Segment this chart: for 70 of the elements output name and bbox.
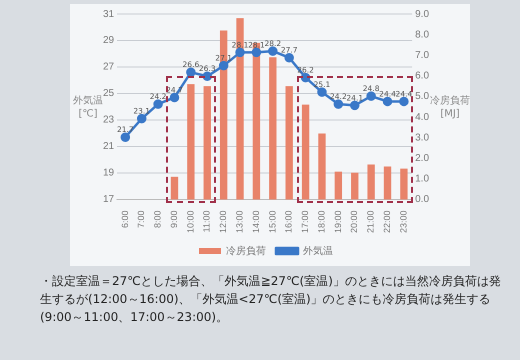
- point: [170, 92, 180, 102]
- legend-label: 冷房負荷: [226, 244, 266, 257]
- x-tick-label: 9:00: [168, 210, 179, 228]
- y-tick-label: 27: [103, 62, 115, 73]
- point: [317, 87, 327, 97]
- y-tick-label: 17: [103, 194, 115, 206]
- point: [218, 60, 228, 70]
- x-tick-label: 20:00: [349, 210, 360, 234]
- point: [284, 52, 294, 62]
- point: [268, 46, 278, 56]
- legend-label: 外気温: [303, 244, 333, 257]
- x-tick-label: 19:00: [332, 210, 343, 234]
- bar: [170, 176, 178, 200]
- bar: [384, 166, 392, 200]
- y-tick-label: 31: [103, 8, 115, 20]
- y2-tick-label: 8.0: [415, 29, 430, 40]
- x-tick-label: 7:00: [136, 210, 146, 228]
- x-tick-label: 14:00: [250, 210, 261, 234]
- x-tick-label: 11:00: [202, 210, 212, 232]
- y-tick-label: 19: [103, 168, 115, 179]
- bar: [367, 164, 375, 200]
- bar: [400, 168, 408, 200]
- point: [399, 96, 409, 106]
- point: [252, 48, 262, 58]
- x-tick-label: 22:00: [382, 210, 392, 234]
- y2-tick-label: 2.0: [415, 153, 430, 164]
- bar: [269, 57, 276, 200]
- y2-tick-label: 1.0: [415, 174, 430, 185]
- bar: [187, 84, 195, 200]
- bar: [334, 172, 342, 200]
- bar: [302, 104, 310, 200]
- bar: [286, 86, 293, 200]
- y2-tick-label: 4.0: [415, 112, 430, 123]
- x-tick-label: 23:00: [398, 210, 408, 234]
- x-tick-label: 18:00: [316, 210, 326, 234]
- point: [235, 48, 245, 58]
- y-tick-label: 23: [103, 114, 115, 126]
- x-tick-label: 10:00: [185, 210, 196, 234]
- y-tick-label: 25: [103, 88, 115, 100]
- bar: [204, 86, 211, 200]
- x-tick-label: 15:00: [267, 210, 278, 234]
- text: ・設定室温＝27℃とした場合、「外気温≧27℃(室温)」のときには当然冷房負荷は発生するが(12:00～16:00)、「外気温<27℃(室温)」のときにも冷房負荷は発生する(9:00～11:00、17:00～23:00)。: [40, 273, 502, 326]
- point: [382, 96, 392, 106]
- x-tick-label: 8:00: [152, 210, 163, 228]
- x-tick-label: 16:00: [284, 210, 294, 234]
- x-tick-label: 21:00: [366, 210, 376, 234]
- y2-tick-label: 6.0: [415, 70, 430, 82]
- point: [202, 72, 212, 82]
- x-tick-label: 6:00: [120, 210, 130, 228]
- x-tick-label: 17:00: [300, 210, 310, 234]
- x-tick-label: 12:00: [218, 210, 228, 234]
- point: [350, 100, 360, 110]
- point: [186, 68, 196, 78]
- point: [153, 99, 163, 109]
- y2-tick-label: 7.0: [415, 50, 430, 61]
- bar: [318, 134, 326, 200]
- x-tick-label: 13:00: [234, 210, 245, 234]
- point: [366, 91, 376, 101]
- y2-tick-label: 0.0: [415, 194, 430, 206]
- y2-tick-label: 5.0: [415, 91, 430, 102]
- point: [334, 99, 344, 109]
- y-axis-title: 外気温 [℃]: [73, 94, 103, 120]
- y-tick-label: 29: [103, 35, 115, 46]
- bar: [351, 172, 358, 200]
- y-tick-label: 21: [103, 141, 115, 152]
- point: [120, 132, 130, 142]
- point: [136, 114, 146, 124]
- y2-tick-label: 9.0: [415, 8, 430, 20]
- y2-axis-title: 冷房負荷 [MJ]: [430, 94, 470, 120]
- y2-tick-label: 3.0: [415, 132, 430, 144]
